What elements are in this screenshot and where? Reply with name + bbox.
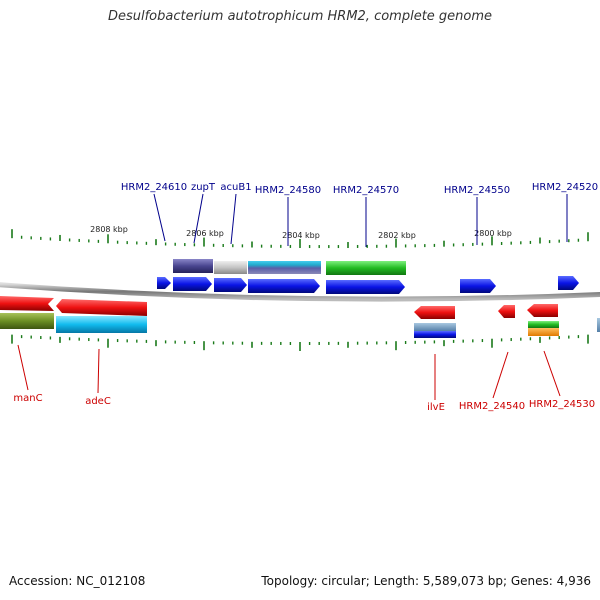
cds-arrow-fwd-1 bbox=[157, 277, 171, 289]
map-title: Desulfobacterium autotrophicum HRM2, com… bbox=[107, 9, 493, 24]
kbp-label-2806: 2806 kbp bbox=[186, 229, 224, 238]
gene-arrow-HRM2_24540 bbox=[498, 305, 515, 318]
reverse-gene-track bbox=[0, 296, 558, 319]
feature-bar-gray bbox=[214, 261, 247, 274]
kbp-label-2804: 2804 kbp bbox=[282, 231, 320, 240]
feature-bar-blue bbox=[414, 331, 456, 338]
gene-arrow-ilvE bbox=[414, 306, 455, 319]
label-HRM2_24580: HRM2_24580 bbox=[255, 185, 321, 196]
cds-arrow-acuB1 bbox=[214, 278, 247, 292]
forward-feature-track bbox=[173, 259, 406, 275]
accession-text: Accession: NC_012108 bbox=[9, 574, 146, 588]
cds-arrow-HRM2_24570 bbox=[326, 280, 405, 294]
label-ilvE: ilvE bbox=[427, 402, 445, 413]
reverse-labels: manC adeC ilvE HRM2_24540 HRM2_24530 bbox=[13, 344, 595, 413]
label-HRM2_24610: HRM2_24610 bbox=[121, 182, 187, 193]
gene-arrow-HRM2_24530 bbox=[527, 304, 558, 317]
gene-arrow-adeC bbox=[56, 299, 147, 316]
feature-bar-cyan-slate bbox=[248, 261, 321, 274]
upper-tick-ring bbox=[11, 229, 589, 249]
cds-arrow-HRM2_24550 bbox=[460, 279, 496, 293]
forward-labels: HRM2_24610 zupT acuB1 HRM2_24580 HRM2_24… bbox=[121, 182, 598, 247]
feature-bar-olive bbox=[0, 313, 54, 329]
label-HRM2_24530: HRM2_24530 bbox=[529, 399, 595, 410]
kbp-label-2802: 2802 kbp bbox=[378, 231, 416, 240]
label-HRM2_24570: HRM2_24570 bbox=[333, 185, 399, 196]
genome-backbone bbox=[0, 282, 600, 302]
gene-arrow-manC bbox=[0, 296, 54, 311]
label-HRM2_24550: HRM2_24550 bbox=[444, 185, 510, 196]
kbp-label-2808: 2808 kbp bbox=[90, 225, 128, 234]
cds-arrow-HRM2_24580 bbox=[248, 279, 320, 293]
forward-cds-track bbox=[157, 276, 579, 294]
cds-arrow-HRM2_24520 bbox=[558, 276, 579, 290]
genome-stats-text: Topology: circular; Length: 5,589,073 bp… bbox=[261, 574, 591, 588]
reverse-feature-track bbox=[0, 313, 600, 338]
label-adeC: adeC bbox=[85, 396, 111, 407]
cds-arrow-zupT bbox=[173, 277, 212, 291]
feature-bar-cyan bbox=[56, 316, 147, 333]
label-zupT: zupT bbox=[191, 182, 216, 193]
label-manC: manC bbox=[13, 393, 42, 404]
label-HRM2_24540: HRM2_24540 bbox=[459, 401, 525, 412]
feature-bar-green bbox=[326, 261, 406, 275]
feature-bar-slate bbox=[173, 259, 213, 273]
lower-tick-ring bbox=[11, 334, 589, 351]
kbp-label-2800: 2800 kbp bbox=[474, 229, 512, 238]
label-HRM2_24520: HRM2_24520 bbox=[532, 182, 598, 193]
feature-bar-orange bbox=[528, 328, 559, 336]
feature-bar-edge-fragment bbox=[597, 318, 600, 332]
label-acuB1: acuB1 bbox=[220, 182, 251, 193]
feature-bar-steel bbox=[414, 323, 456, 331]
feature-bar-green-small bbox=[528, 321, 559, 328]
